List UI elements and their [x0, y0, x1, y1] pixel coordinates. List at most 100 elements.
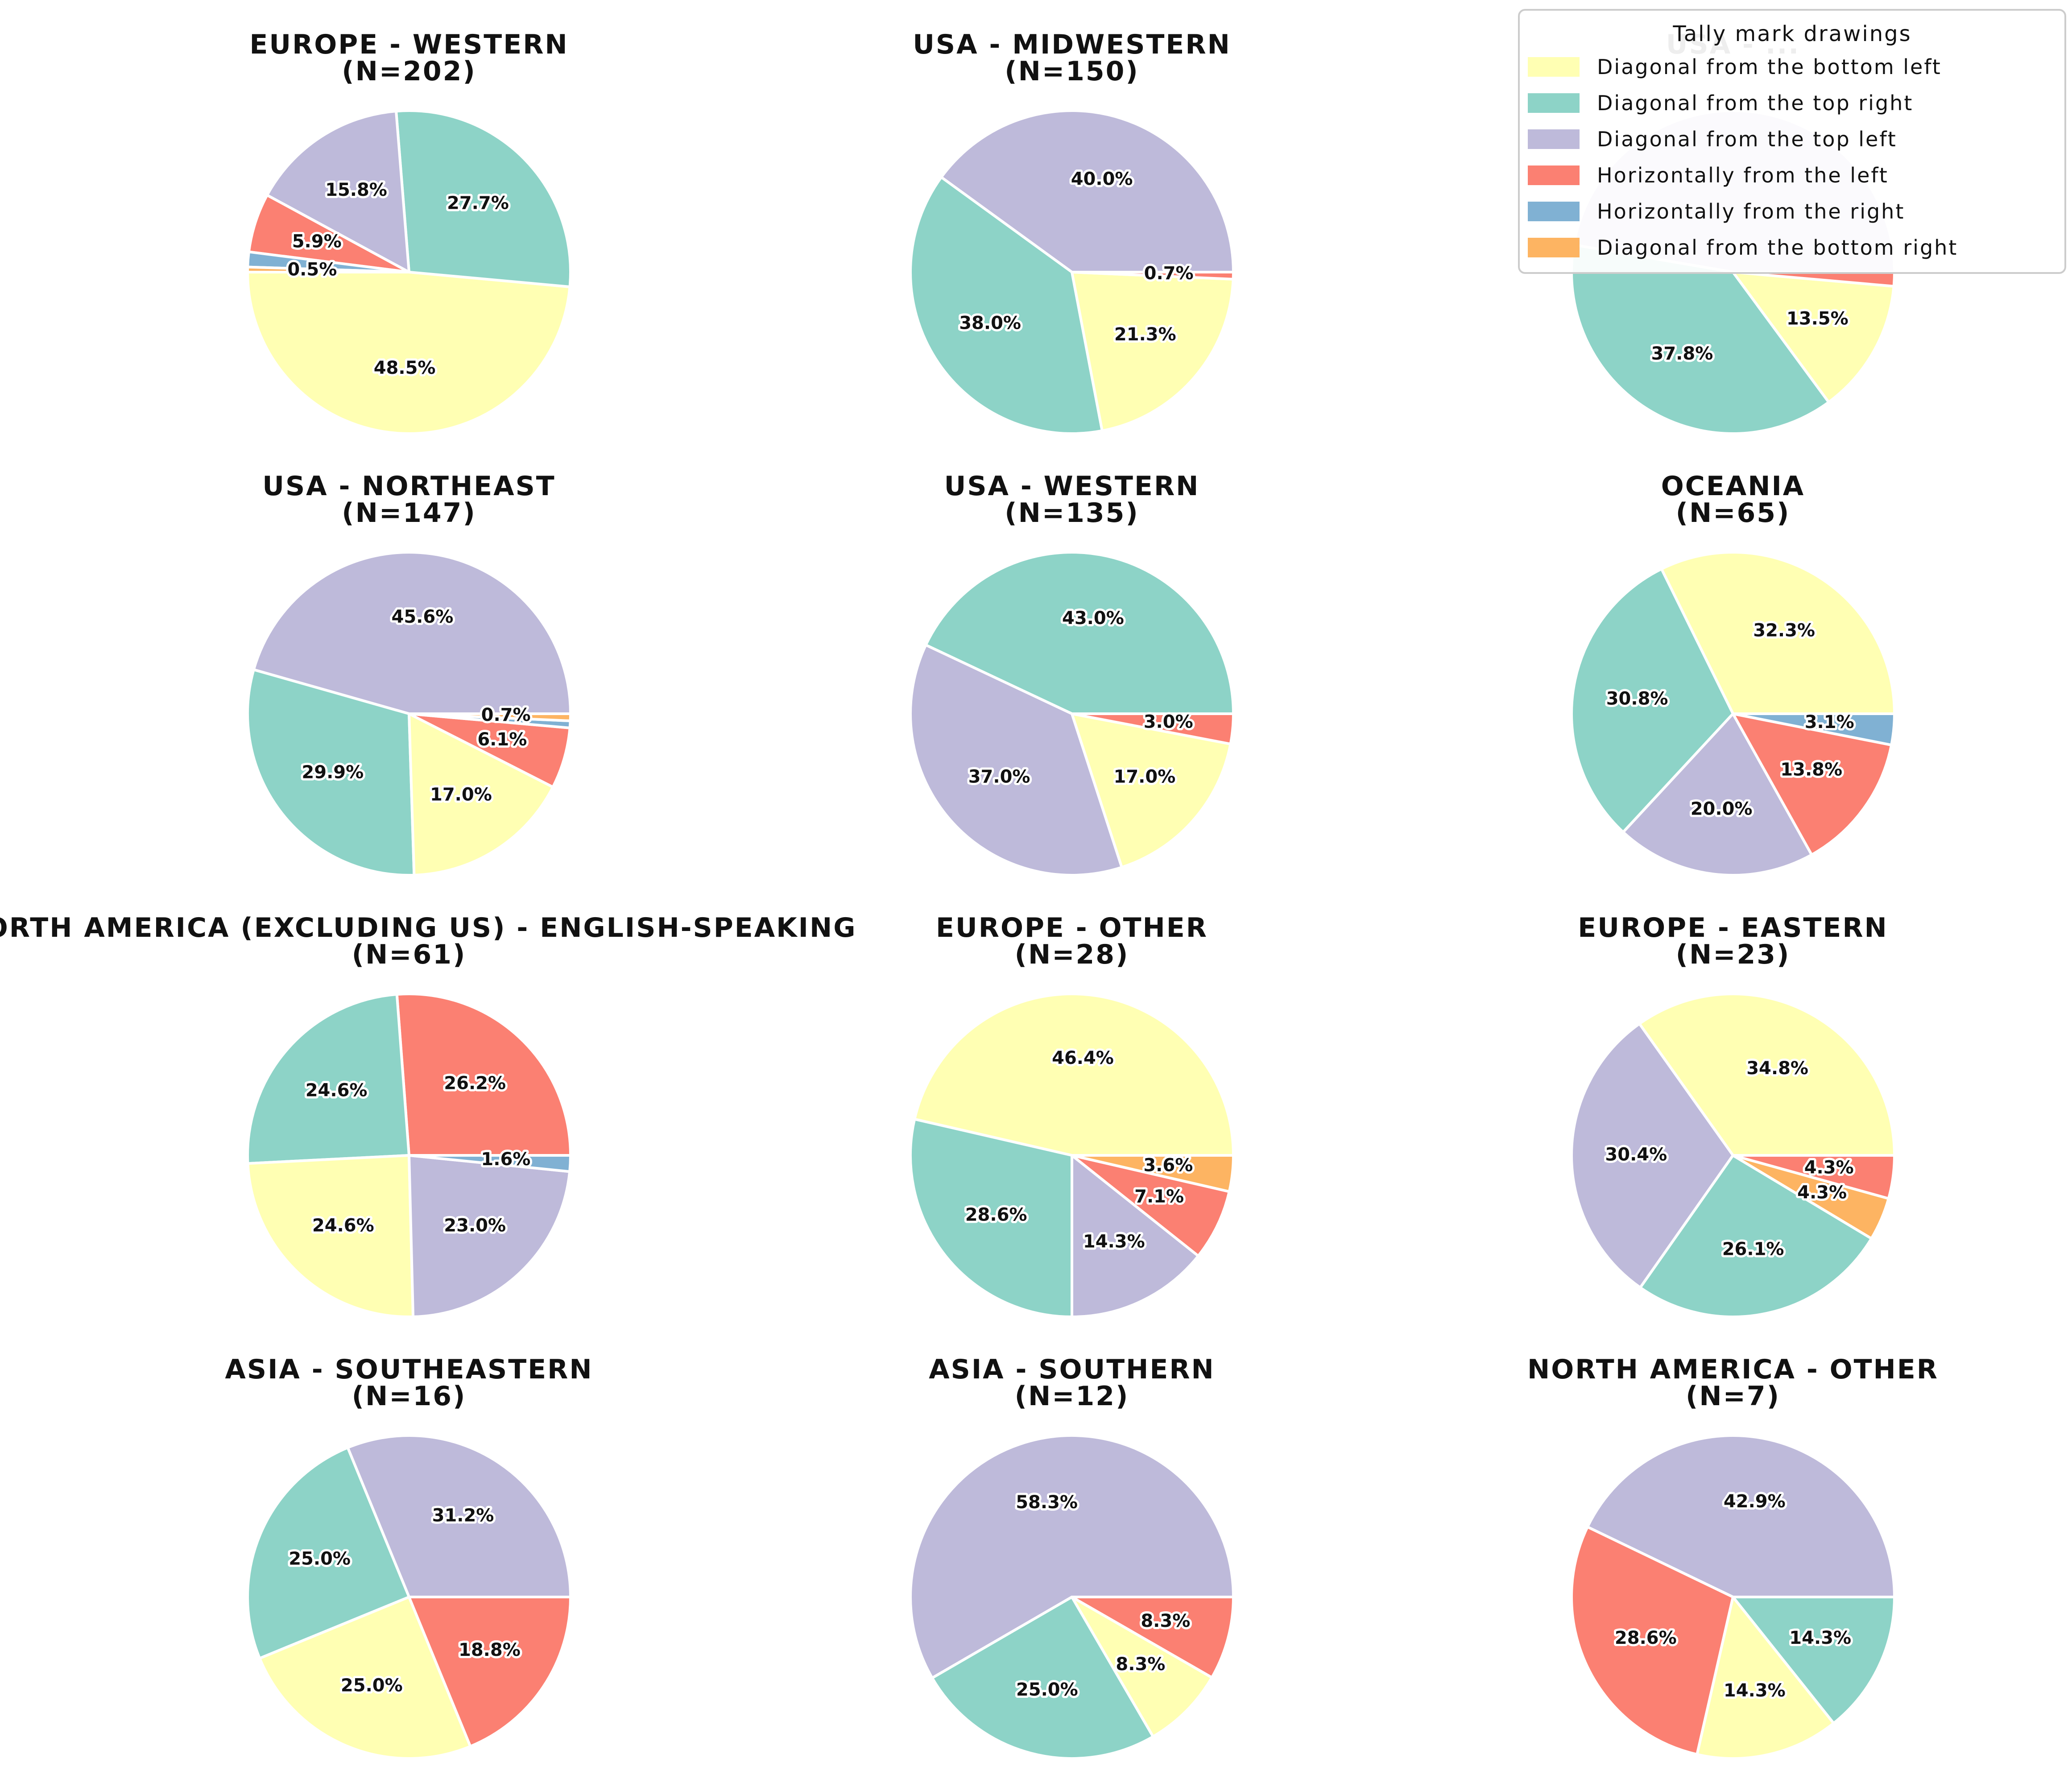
pie-slice-label: 31.2% [432, 1506, 494, 1526]
legend-label-dtr: Diagonal from the top right [1597, 91, 1913, 115]
pie-slice-label: 21.3% [1114, 324, 1176, 345]
pie-slice-hr [408, 1154, 572, 1173]
pie-slice-label: 28.6% [1615, 1628, 1677, 1648]
pie-slice-label: 38.0% [959, 313, 1021, 333]
pie-slice-hl [1071, 1596, 1235, 1679]
pie-title: NORTH AMERICA - OTHER [1527, 1354, 1939, 1385]
pie-slice-label: 3.0% [1144, 712, 1193, 732]
pie-charts: EUROPE - WESTERN(N=202) 48.5% 27.7% 15.8% 5.… [0, 29, 1939, 1760]
pie-slice-dtl [408, 1154, 571, 1318]
pie-title: USA - MIDWESTERN [913, 29, 1231, 60]
pie-slice-dtr [246, 1446, 410, 1660]
pie-4: USA - NORTHEAST(N=147) 45.6% 29.9% 17.0% 6.1… [246, 471, 572, 877]
pie-title: USA - WESTERN [944, 471, 1200, 502]
pie-slice-dtl [346, 1434, 572, 1598]
pie-title: EUROPE - WESTERN [249, 29, 568, 60]
pie-6: OCEANIA(N=65) 32.3% 30.8% 20.0% 13.8% 3.1% [1570, 471, 1896, 877]
legend-label-hl: Horizontally from the left [1597, 163, 1889, 187]
pie-slice-dbl [1638, 992, 1896, 1157]
pie-title: NORTH AMERICA (EXCLUDING US) - ENGLISH-S… [0, 912, 856, 943]
pie-slice-hl [1071, 1154, 1231, 1258]
pie-slice-label: 37.8% [1651, 343, 1713, 364]
pie-slice-label: 17.0% [1114, 767, 1176, 787]
pie-slice-dtr [246, 668, 416, 877]
legend-label-dbr: Diagonal from the bottom right [1597, 236, 1958, 260]
pie-slice-dbr [408, 712, 572, 722]
pie-slice-dtl [1071, 1154, 1200, 1318]
pie-slice-hl [395, 993, 572, 1157]
pie-slice-dbl [258, 1596, 472, 1760]
pie-slice-label: 27.7% [447, 193, 509, 213]
pie-slice-label: 15.8% [325, 180, 387, 200]
pie-slice-label: 24.6% [306, 1080, 368, 1100]
pie-slice-dtr [909, 1117, 1073, 1318]
pie-slice-label: 14.3% [1724, 1680, 1786, 1701]
pie-7: NORTH AMERICA (EXCLUDING US) - ENGLISH-S… [0, 912, 856, 1318]
pie-slice-dtr [246, 993, 410, 1165]
pie-sample-size: (N=7) [1686, 1381, 1780, 1412]
pie-slice-hl [1071, 271, 1235, 281]
pie-slice-dtr [931, 1596, 1154, 1760]
legend-label-dbl: Diagonal from the bottom left [1597, 55, 1942, 79]
pie-slice-label: 23.0% [444, 1215, 506, 1236]
pie-slice-label: 26.1% [1722, 1239, 1784, 1260]
pie-slice-label: 5.9% [292, 232, 342, 252]
pie-slice-label: 58.3% [1016, 1492, 1078, 1513]
pie-slice-label: 14.3% [1083, 1232, 1145, 1252]
pie-10: ASIA - SOUTHEASTERN(N=16) 31.2% 25.0% 25.0%… [225, 1354, 593, 1760]
legend-box [1518, 9, 2066, 274]
pie-title: EUROPE - EASTERN [1578, 912, 1888, 943]
pie-slice-dtr [1570, 243, 1830, 435]
legend-label-hr: Horizontally from the right [1597, 199, 1905, 223]
pie-slice-dbr [1071, 1154, 1235, 1193]
pie-slice-dtl [909, 643, 1123, 877]
pie-slice-dbl [246, 1154, 415, 1318]
pie-slice-label: 1.6% [481, 1149, 530, 1170]
pie-slice-label: 46.4% [1052, 1048, 1114, 1068]
pie-slice-dtl [940, 109, 1235, 273]
pie-slice-label: 34.8% [1746, 1058, 1808, 1079]
pie-8: EUROPE - OTHER(N=28) 46.4% 28.6% 14.3% 7.1% 3… [909, 912, 1235, 1318]
pie-slice-label: 13.5% [1787, 308, 1849, 329]
pie-slice-hl [1071, 712, 1235, 745]
pie-5: USA - WESTERN(N=135) 43.0% 37.0% 17.0% 3.0% [909, 471, 1235, 877]
pie-slice-label: 48.5% [374, 358, 436, 378]
pie-slice-dtr [924, 550, 1235, 715]
pie-slice-dtl [1570, 1022, 1734, 1289]
pie-slice-dtl [252, 551, 572, 715]
pie-slice-label: 25.0% [289, 1548, 351, 1569]
legend-items: Diagonal from the bottom left Diagonal fr… [1528, 55, 1958, 260]
pie-slice-dtl [265, 110, 410, 273]
pie-title: OCEANIA [1661, 471, 1805, 502]
pie-slice-dtr [395, 109, 572, 288]
pie-slice-label: 43.0% [1062, 608, 1124, 629]
pie-slice-label: 26.2% [444, 1073, 506, 1094]
pie-sample-size: (N=28) [1015, 939, 1129, 970]
pie-slice-hl [1732, 712, 1893, 856]
pie-slice-label: 30.4% [1605, 1145, 1667, 1165]
pie-slice-dbr [246, 265, 410, 273]
pie-slice-dtr [1570, 567, 1734, 834]
pie-sample-size: (N=12) [1015, 1381, 1129, 1412]
pie-sample-size: (N=65) [1676, 497, 1791, 529]
pie-slice-label: 25.0% [341, 1675, 403, 1696]
pie-slice-dbl [913, 992, 1235, 1157]
pie-slice-label: 24.6% [312, 1215, 374, 1236]
legend-swatch-hr [1528, 202, 1580, 221]
pie-slice-label: 4.3% [1804, 1157, 1854, 1178]
pie-slice-label: 8.3% [1141, 1611, 1190, 1631]
pie-slice-dtl [1621, 712, 1813, 877]
pie-slice-label: 3.1% [1805, 712, 1854, 732]
legend-swatch-dtl [1528, 129, 1580, 149]
legend-swatch-dbl [1528, 57, 1580, 77]
pie-slice-label: 18.8% [459, 1640, 521, 1660]
legend-swatch-dtr [1528, 93, 1580, 113]
pie-slice-dbl [1071, 271, 1235, 432]
pie-slice-label: 4.3% [1797, 1183, 1847, 1203]
pie-title: ASIA - SOUTHEASTERN [225, 1354, 593, 1385]
pie-slice-label: 0.7% [1144, 263, 1194, 284]
pie-sample-size: (N=16) [352, 1381, 467, 1412]
pie-title: ASIA - SOUTHERN [929, 1354, 1215, 1385]
pie-slice-hl [1570, 1525, 1734, 1756]
